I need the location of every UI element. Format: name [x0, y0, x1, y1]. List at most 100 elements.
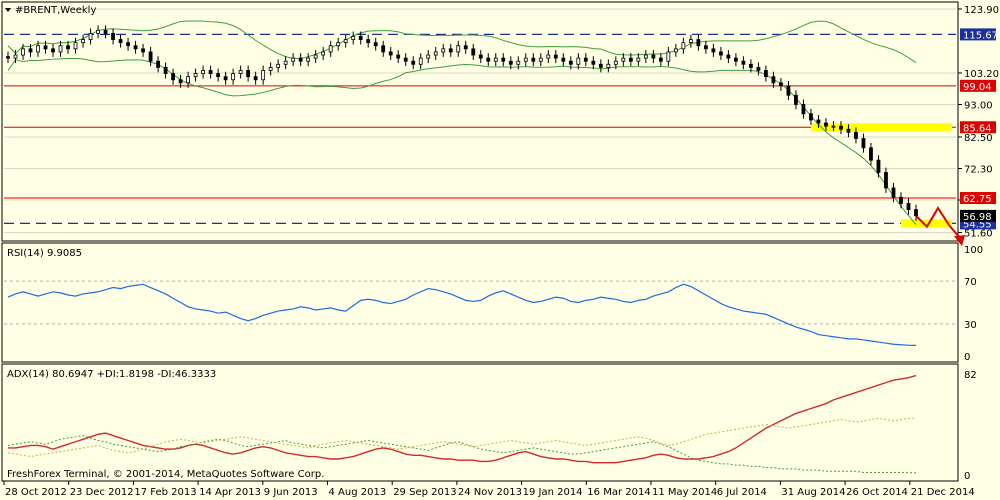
- candle-body-27: [208, 70, 213, 74]
- price-tick-label-0: 123.90: [964, 5, 999, 16]
- dropdown-triangle-icon[interactable]: [5, 8, 11, 12]
- rsi-y-axis: 100 70 30 0: [964, 245, 983, 363]
- candle-body-3: [28, 48, 33, 53]
- price-levels: [4, 33, 956, 224]
- candle-body-55: [418, 57, 423, 65]
- price-y-axis: 123.90103.2093.0082.5072.3062.1051.60115…: [958, 5, 999, 240]
- candle-body-105: [794, 94, 798, 105]
- candle-body-63: [478, 54, 483, 59]
- time-label-14: 21 Dec 2014: [911, 487, 975, 498]
- watermark: FreshForex Terminal, © 2001-2014, MetaQu…: [7, 469, 324, 480]
- candle-body-121: [914, 209, 918, 217]
- current-price-label: 56.98: [963, 212, 992, 223]
- adx-lines: [7, 374, 917, 474]
- candle-body-7: [58, 45, 63, 53]
- time-label-2: 17 Feb 2013: [134, 487, 196, 498]
- candle-body-20: [156, 60, 160, 68]
- candle-body-60: [456, 45, 461, 53]
- candle-body-101: [764, 70, 768, 78]
- price-candles: [6, 25, 918, 221]
- candle-body-49: [373, 42, 378, 47]
- candle-body-77: [583, 57, 588, 62]
- plus-di-path: [7, 435, 917, 474]
- level-85-64-tag: [960, 121, 996, 134]
- candle-body-87: [658, 57, 663, 62]
- candle-body-32: [246, 70, 251, 78]
- candle-body-4: [36, 45, 40, 53]
- level-115-67-label: 115.67: [963, 30, 998, 41]
- price-tick-label-4: 72.30: [964, 165, 993, 176]
- candle-body-6: [51, 48, 55, 53]
- candle-body-0: [6, 56, 10, 59]
- candle-body-31: [238, 70, 243, 74]
- current-price-tag: [960, 209, 996, 222]
- time-label-5: 4 Aug 2013: [329, 487, 387, 498]
- candle-body-119: [899, 196, 903, 204]
- candle-body-78: [591, 60, 596, 65]
- time-label-10: 11 May 2014: [652, 487, 717, 498]
- candle-body-50: [381, 45, 386, 53]
- candle-body-62: [471, 48, 476, 56]
- candle-body-35: [268, 66, 273, 71]
- price-tick-label-3: 82.50: [964, 133, 993, 144]
- price-tick-label-6: 51.60: [964, 229, 993, 240]
- candle-body-16: [126, 42, 130, 47]
- candle-body-84: [636, 57, 641, 62]
- rsi-tick-label-0: 100: [964, 245, 983, 256]
- rsi-panel[interactable]: RSI(14) 9.9085 100 70 30 0: [1, 242, 983, 363]
- bollinger-upper: [7, 20, 917, 63]
- candle-body-75: [568, 60, 573, 65]
- candle-body-14: [111, 32, 115, 40]
- rsi-path: [7, 283, 917, 347]
- price-panel[interactable]: #BRENT,Weekly 123.90 103.20 93.00 82.50 72.3…: [1, 1, 999, 247]
- minus-di-path: [7, 417, 917, 458]
- adx-tick-label-0: 82: [964, 370, 977, 381]
- candle-body-118: [891, 187, 896, 198]
- time-label-7: 24 Nov 2013: [458, 487, 522, 498]
- candle-body-104: [786, 85, 791, 96]
- candle-body-8: [66, 45, 70, 50]
- candle-body-33: [253, 76, 258, 81]
- candle-body-98: [741, 60, 746, 65]
- time-label-4: 9 Jun 2013: [264, 487, 318, 498]
- candle-body-10: [81, 39, 85, 44]
- adx-panel[interactable]: ADX(14) 80.6947 +DI:1.8198 -DI:46.3333 F…: [1, 363, 977, 482]
- candle-body-100: [756, 66, 761, 71]
- candle-body-74: [561, 57, 566, 62]
- candle-body-66: [501, 57, 506, 62]
- candle-body-51: [388, 51, 393, 56]
- price-tick-label-1: 103.20: [964, 69, 999, 80]
- candle-body-58: [441, 48, 446, 53]
- candle-body-11: [88, 32, 93, 40]
- candle-body-88: [666, 51, 671, 62]
- candle-body-102: [771, 76, 776, 84]
- candle-body-109: [824, 122, 828, 127]
- time-label-1: 23 Dec 2012: [70, 487, 134, 498]
- candle-body-82: [621, 57, 626, 62]
- candle-body-115: [869, 147, 873, 161]
- candle-body-116: [876, 159, 881, 173]
- candle-body-91: [688, 39, 693, 44]
- price-title: #BRENT,Weekly: [15, 5, 96, 16]
- candle-body-54: [411, 60, 416, 65]
- candle-body-108: [816, 119, 821, 124]
- candle-body-110: [831, 125, 836, 128]
- level-54-55-label: 54.55: [963, 219, 992, 230]
- candle-body-95: [718, 51, 723, 56]
- candle-body-96: [726, 54, 731, 59]
- adx-title: ADX(14) 80.6947 +DI:1.8198 -DI:46.3333: [7, 369, 216, 380]
- candle-body-113: [854, 131, 858, 139]
- adx-y-axis: 82 0: [964, 370, 977, 482]
- time-axis: 28 Oct 2012 23 Dec 2012 17 Feb 2013 14 Apr …: [3, 481, 975, 498]
- candle-body-47: [358, 36, 363, 40]
- level-99-04-label: 99.04: [963, 82, 992, 93]
- level-85-64-label: 85.64: [963, 123, 992, 134]
- candle-body-57: [433, 51, 438, 56]
- candle-body-79: [598, 63, 603, 68]
- candle-body-44: [336, 42, 341, 47]
- candle-body-76: [576, 57, 581, 65]
- candle-body-43: [328, 45, 333, 53]
- rsi-tick-label-2: 30: [964, 320, 977, 331]
- candle-body-120: [906, 203, 911, 211]
